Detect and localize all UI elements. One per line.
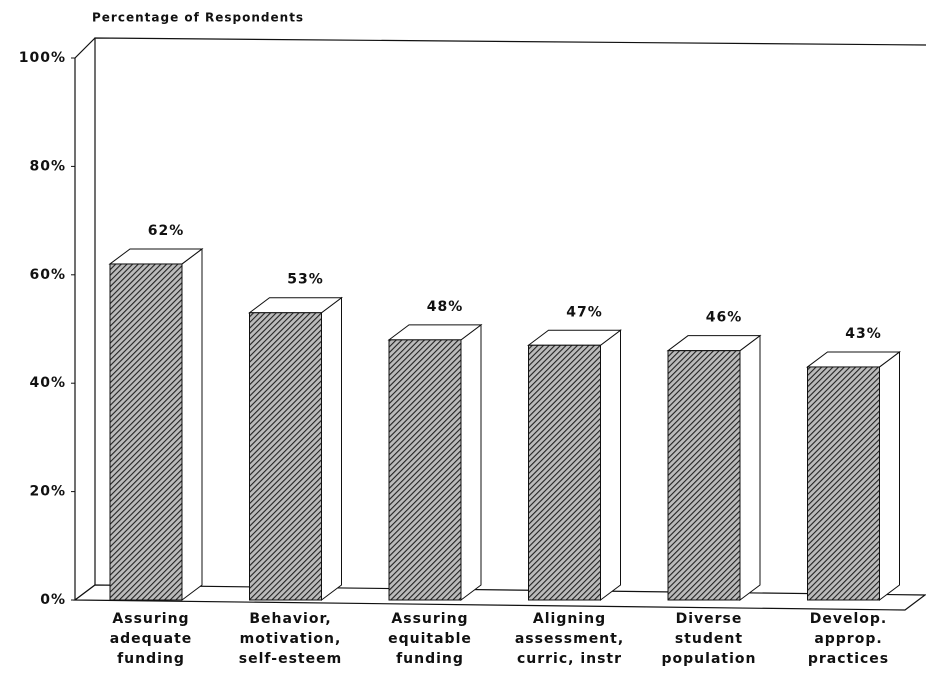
x-tick-label: Diverse [676, 611, 743, 627]
bar-side [879, 350, 900, 601]
bar-side [321, 296, 342, 601]
frame [73, 37, 926, 611]
y-tick-label: 40% [29, 375, 66, 391]
x-tick-label: equitable [388, 631, 472, 647]
axis-title: Percentage of Respondents [92, 11, 304, 25]
value-label: 46% [706, 310, 743, 326]
value-label: 47% [566, 304, 603, 320]
value-label: 62% [148, 223, 185, 239]
x-tick-label: adequate [110, 631, 193, 647]
bar [528, 344, 601, 601]
value-label: 43% [845, 326, 882, 342]
x-tick-label: Develop. [810, 611, 888, 627]
bar [667, 350, 741, 601]
x-tick-label: self-esteem [239, 651, 342, 667]
x-tick-label: Behavior, [249, 611, 331, 627]
x-tick-label: assessment, [515, 631, 624, 647]
bar-side [600, 329, 621, 601]
bar [807, 366, 880, 601]
x-tick-label: practices [808, 651, 889, 667]
x-tick-label: motivation, [240, 631, 342, 647]
x-tick-label: population [662, 651, 757, 667]
bar-side [460, 323, 482, 601]
value-label: 53% [287, 272, 324, 288]
bar [249, 312, 322, 601]
x-tick-label: approp. [814, 631, 882, 647]
bar [388, 339, 462, 601]
x-tick-label: Assuring [391, 611, 468, 627]
x-tick-label: funding [117, 651, 185, 667]
bar [109, 263, 183, 601]
y-tick-label: 0% [40, 592, 66, 608]
x-tick-label: Assuring [112, 611, 189, 627]
x-tick-label: Aligning [533, 611, 606, 627]
x-tick-label: funding [396, 651, 464, 667]
y-tick-label: 80% [29, 158, 66, 174]
bar-side [181, 247, 203, 601]
bar-side [739, 334, 761, 601]
y-tick-label: 100% [19, 50, 66, 66]
x-tick-label: curric, instr [517, 651, 622, 667]
y-tick-label: 20% [29, 484, 66, 500]
value-label: 48% [427, 299, 464, 315]
y-tick-label: 60% [29, 267, 66, 283]
x-tick-label: student [675, 631, 743, 647]
